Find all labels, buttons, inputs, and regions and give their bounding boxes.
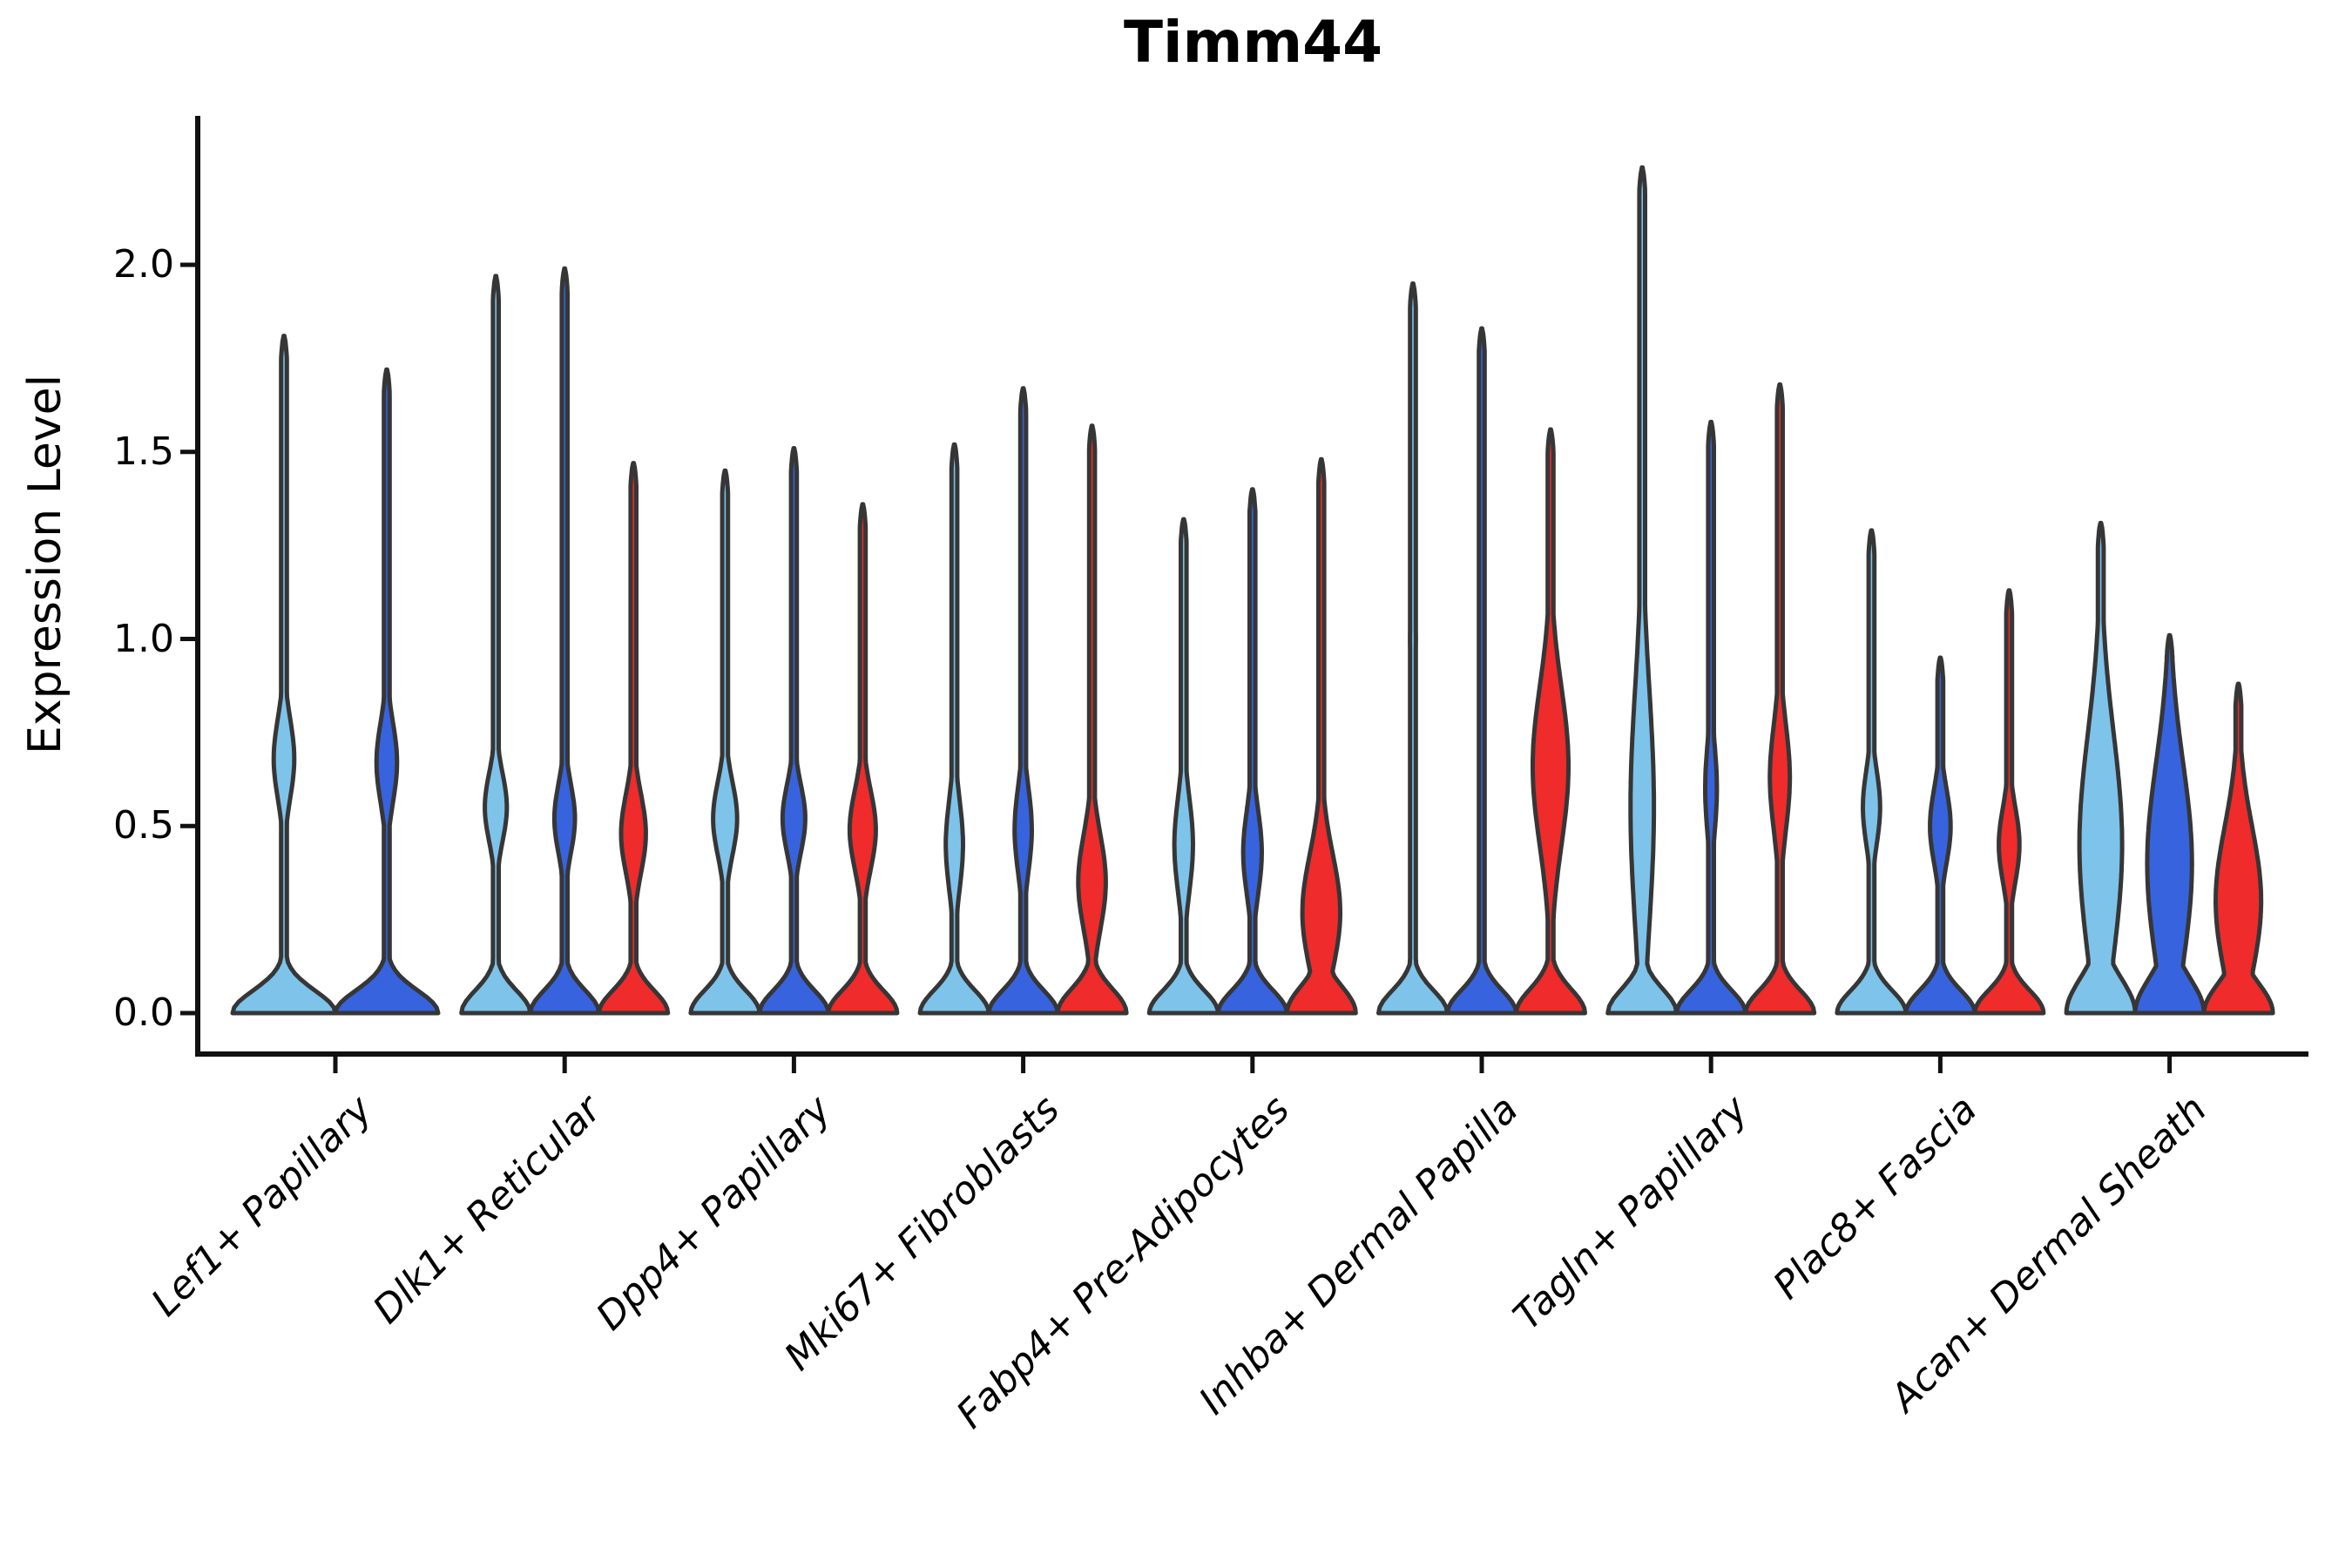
- violin-4-light_blue: [917, 442, 991, 1016]
- violin-3-light_blue: [688, 468, 762, 1016]
- violin-6-red: [1514, 427, 1587, 1016]
- violin-8-light_blue: [1835, 528, 1909, 1016]
- violin-2-light_blue: [459, 274, 533, 1016]
- y-tick-label: 0.5: [113, 803, 174, 848]
- violin-9-light_blue: [2064, 520, 2138, 1016]
- violin-5-red: [1284, 456, 1358, 1016]
- y-axis-label: Expression Level: [19, 374, 71, 755]
- violin-4-red: [1055, 423, 1129, 1016]
- violin-4-dark_blue: [986, 386, 1060, 1016]
- y-tick-label: 0.0: [113, 990, 174, 1035]
- violin-2-red: [597, 461, 671, 1016]
- violin-7-light_blue: [1605, 165, 1680, 1016]
- y-tick-label: 1.0: [113, 616, 174, 661]
- violin-8-red: [1972, 588, 2046, 1016]
- violin-6-dark_blue: [1445, 326, 1518, 1016]
- violin-9-red: [2201, 681, 2275, 1016]
- axis-spines: [195, 116, 2308, 1057]
- violin-1-dark_blue: [333, 367, 441, 1016]
- violin-7-dark_blue: [1674, 419, 1748, 1016]
- violin-9-dark_blue: [2132, 632, 2207, 1016]
- violin-3-red: [826, 502, 900, 1016]
- violin-5-light_blue: [1146, 517, 1220, 1016]
- chart-title: Timm44: [1123, 9, 1383, 76]
- y-tick-label: 2.0: [113, 242, 174, 287]
- violin-6-light_blue: [1376, 281, 1450, 1016]
- violin-1-light_blue: [230, 334, 338, 1016]
- violin-3-dark_blue: [757, 446, 831, 1016]
- violin-8-dark_blue: [1903, 655, 1977, 1016]
- violin-7-red: [1743, 382, 1817, 1016]
- violin-2-dark_blue: [528, 266, 602, 1016]
- violin-5-dark_blue: [1215, 487, 1289, 1016]
- y-tick-label: 1.5: [113, 429, 174, 474]
